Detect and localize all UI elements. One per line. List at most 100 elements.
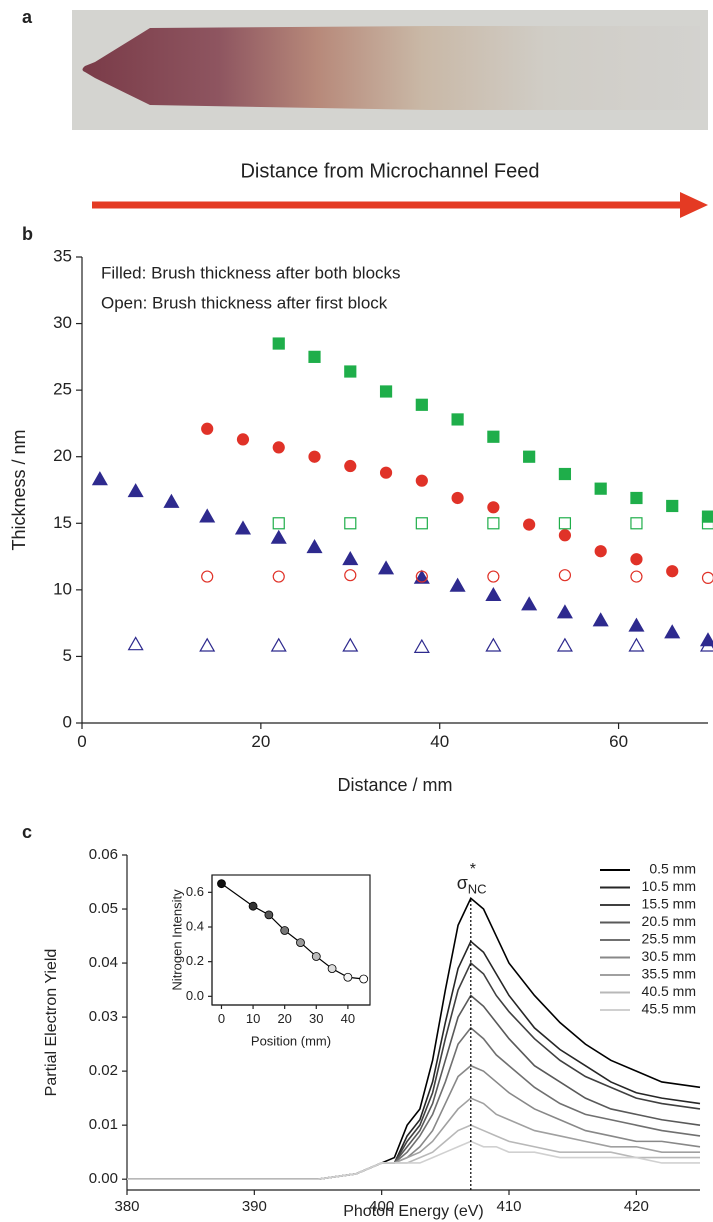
square-marker	[344, 517, 357, 530]
circle-marker	[236, 433, 250, 446]
point-marker	[217, 879, 226, 889]
x-axis-label: Photon Energy (eV)	[343, 1203, 484, 1220]
panel-label: a	[22, 7, 33, 27]
triangle-marker	[127, 483, 144, 498]
circle-marker	[523, 518, 536, 531]
circle-marker	[487, 501, 500, 514]
circle-marker	[201, 422, 214, 435]
circle-marker	[272, 441, 285, 454]
legend-label: 40.5 mm	[642, 983, 696, 999]
triangle-marker	[556, 604, 573, 619]
y-tick-label: 0	[63, 712, 72, 731]
triangle-marker	[234, 520, 252, 535]
y-tick-label: 30	[53, 313, 72, 332]
point-marker	[343, 972, 353, 982]
annotation: Open: Brush thickness after first block	[101, 293, 388, 312]
point-marker	[311, 952, 321, 961]
square-marker	[594, 482, 607, 495]
circle-marker	[308, 450, 321, 463]
y-axis-label: Thickness / nm	[9, 429, 29, 550]
y-tick-label: 0.0	[186, 988, 204, 1003]
y-tick-label: 5	[63, 646, 72, 665]
panel-label: b	[22, 224, 33, 244]
triangle-marker	[199, 508, 216, 523]
square-marker	[701, 510, 713, 523]
panel-label: c	[22, 822, 32, 842]
triangle-marker	[378, 560, 395, 575]
point-marker	[264, 910, 274, 920]
triangle-marker	[699, 637, 713, 652]
circle-marker	[344, 569, 357, 582]
legend-label: 0.5 mm	[649, 861, 696, 877]
point-marker	[327, 964, 337, 973]
x-tick-label: 410	[496, 1198, 521, 1215]
legend-label: 20.5 mm	[642, 913, 696, 929]
y-tick-label: 0.04	[89, 954, 118, 971]
circle-marker	[558, 529, 572, 542]
point-marker	[280, 926, 290, 935]
y-tick-label: 20	[53, 446, 72, 465]
circle-marker	[415, 570, 428, 583]
x-axis-label: Distance / mm	[337, 775, 452, 795]
square-marker	[523, 450, 536, 463]
square-marker	[630, 517, 643, 530]
square-marker	[451, 413, 464, 426]
y-tick-label: 10	[53, 579, 72, 598]
circle-marker	[594, 545, 607, 558]
x-tick-label: 20	[251, 732, 270, 751]
triangle-marker	[306, 539, 323, 554]
legend-label: 10.5 mm	[642, 878, 696, 894]
circle-marker	[201, 570, 214, 583]
x-axis-label: Position (mm)	[251, 1033, 331, 1048]
x-tick-label: 400	[369, 1198, 394, 1215]
triangle-marker	[413, 638, 430, 653]
square-marker	[272, 517, 285, 530]
circle-marker	[415, 474, 428, 487]
triangle-marker	[127, 636, 144, 651]
y-tick-label: 0.6	[186, 884, 204, 899]
square-marker	[558, 517, 572, 530]
annotation: Filled: Brush thickness after both block…	[101, 263, 401, 282]
spectrum-line	[221, 883, 364, 980]
square-marker	[487, 430, 500, 443]
annotation-subscript: NC	[468, 881, 487, 896]
x-tick-label: 0	[77, 732, 86, 751]
y-tick-label: 0.02	[89, 1062, 118, 1079]
photo-stripe	[82, 26, 700, 110]
circle-marker	[344, 459, 357, 473]
y-tick-label: 0.4	[186, 918, 204, 933]
circle-marker	[701, 571, 713, 584]
y-tick-label: 25	[53, 380, 72, 399]
triangle-marker	[163, 493, 180, 508]
spectrum-line	[127, 1140, 700, 1180]
triangle-marker	[91, 471, 108, 486]
annotation-superscript: *	[470, 861, 476, 878]
triangle-marker	[628, 637, 645, 652]
circle-marker	[272, 570, 285, 583]
y-tick-label: 0.2	[186, 953, 204, 968]
x-tick-label: 0	[218, 1011, 225, 1026]
square-marker	[379, 385, 393, 398]
x-tick-label: 30	[309, 1011, 323, 1026]
arrow-head	[680, 192, 708, 218]
y-tick-label: 35	[53, 246, 72, 265]
square-marker	[415, 517, 428, 530]
circle-marker	[487, 570, 500, 583]
circle-marker	[379, 466, 393, 479]
triangle-marker	[342, 637, 359, 652]
triangle-marker	[485, 637, 502, 652]
y-tick-label: 0.00	[89, 1170, 118, 1187]
y-tick-label: 0.03	[89, 1008, 118, 1025]
legend-label: 25.5 mm	[642, 931, 696, 947]
square-marker	[630, 491, 643, 505]
square-marker	[558, 467, 572, 481]
circle-marker	[558, 569, 572, 582]
square-marker	[701, 517, 713, 530]
spectrum-line	[127, 1026, 701, 1180]
legend-label: 15.5 mm	[642, 896, 696, 912]
triangle-marker	[199, 637, 216, 652]
triangle-marker	[521, 596, 538, 611]
caption: Distance from Microchannel Feed	[240, 160, 539, 182]
annotation-symbol: σ	[457, 873, 468, 893]
